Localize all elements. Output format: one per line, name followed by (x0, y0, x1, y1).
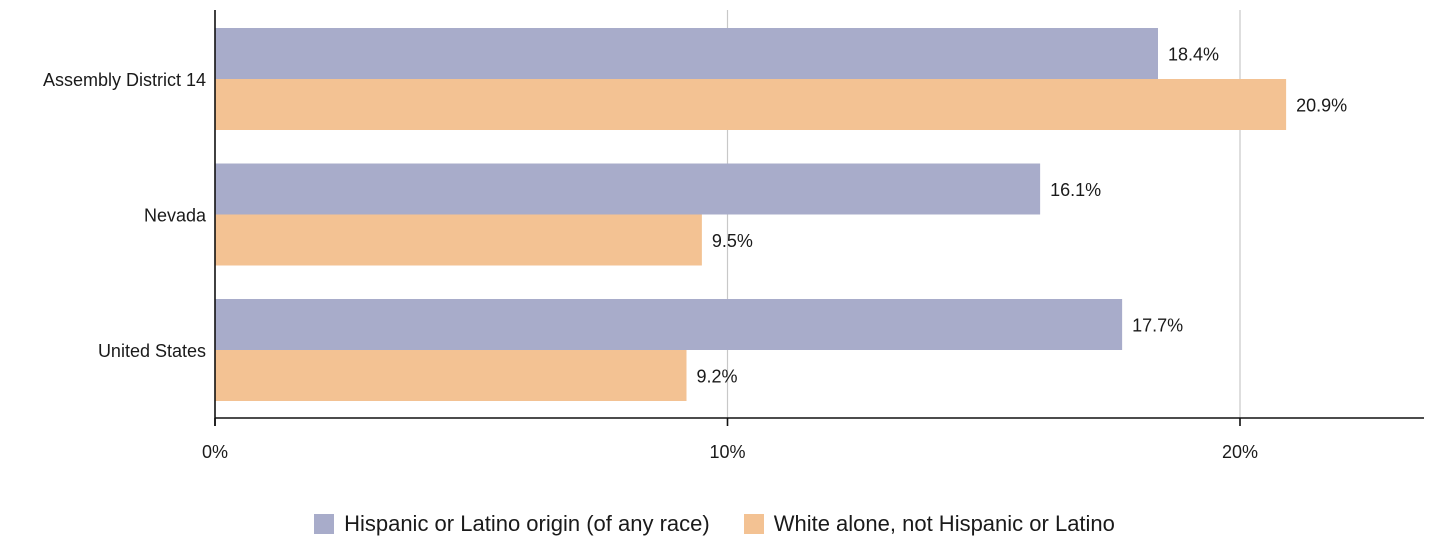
value-label-assembly-district-14-hispanic: 18.4% (1168, 45, 1219, 65)
legend-item-white: White alone, not Hispanic or Latino (743, 511, 1115, 537)
bar-assembly-district-14-white (215, 79, 1287, 130)
x-tick-label-20: 20% (1222, 442, 1258, 462)
x-tick-label-0: 0% (202, 442, 228, 462)
category-label-assembly-district-14: Assembly District 14 (43, 70, 206, 90)
axes (214, 10, 1424, 426)
x-tick-label-10: 10% (709, 442, 745, 462)
bar-chart: 18.4% 20.9% 16.1% 9.5% 17.7% 9.2% Assembly Di… (43, 10, 1424, 462)
legend-swatch-white (743, 514, 764, 534)
category-labels: Assembly District 14 Nevada United States (43, 70, 207, 361)
value-label-united-states-white: 9.2% (697, 367, 738, 387)
bar-assembly-district-14-hispanic (215, 28, 1158, 79)
legend-swatch-hispanic (314, 514, 335, 534)
value-label-nevada-white: 9.5% (712, 231, 753, 251)
x-tick-labels: 0% 10% 20% (202, 442, 1258, 462)
category-label-united-states: United States (98, 341, 206, 361)
bar-united-states-white (215, 350, 687, 401)
legend-label-white: White alone, not Hispanic or Latino (773, 511, 1115, 536)
bars-group (215, 28, 1287, 401)
legend: Hispanic or Latino origin (of any race) … (0, 511, 1429, 537)
legend-label-hispanic: Hispanic or Latino origin (of any race) (344, 511, 710, 536)
bar-nevada-hispanic (215, 163, 1041, 215)
value-label-united-states-hispanic: 17.7% (1132, 316, 1183, 336)
category-label-nevada: Nevada (144, 206, 207, 226)
value-label-nevada-hispanic: 16.1% (1050, 180, 1101, 200)
legend-item-hispanic: Hispanic or Latino origin (of any race) (314, 511, 710, 537)
bar-united-states-hispanic (215, 299, 1123, 350)
bar-nevada-white (215, 214, 702, 266)
value-labels: 18.4% 20.9% 16.1% 9.5% 17.7% 9.2% (697, 45, 1348, 387)
value-label-assembly-district-14-white: 20.9% (1296, 96, 1347, 116)
